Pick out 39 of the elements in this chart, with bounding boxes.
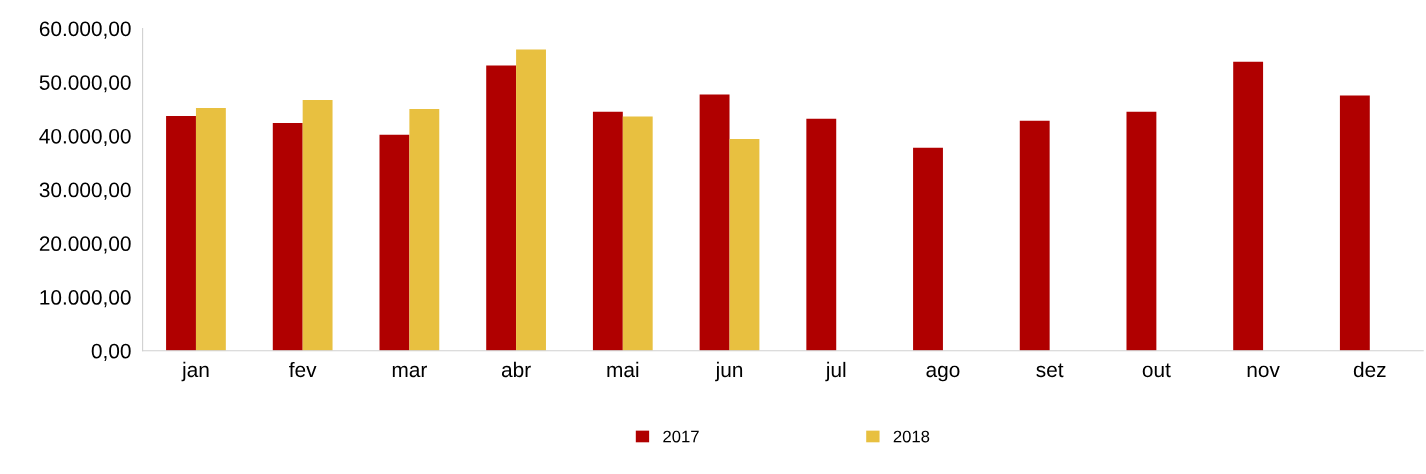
y-tick-label: 20.000,00 (39, 236, 131, 254)
x-tick-label: fev (289, 361, 317, 378)
y-tick-label: 30.000,00 (39, 182, 131, 200)
legend-label: 2017 (663, 430, 699, 443)
bar (302, 99, 333, 351)
x-tick-label: jan (181, 361, 209, 382)
x-tick-label: jul (825, 361, 846, 382)
bar (272, 122, 303, 351)
bar (486, 65, 517, 351)
x-tick-label: jun (715, 361, 743, 382)
x-tick-label: nov (1247, 365, 1280, 378)
bar (379, 134, 410, 351)
y-tick-label: 0,00 (91, 343, 131, 361)
y-tick-label: 60.000,00 (39, 21, 131, 39)
y-tick-label: 10.000,00 (40, 290, 131, 308)
bar (1233, 61, 1264, 351)
bar (729, 139, 760, 351)
x-tick-label: mar (392, 365, 427, 378)
y-tick-label: 40.000,00 (39, 128, 131, 147)
bar (622, 116, 653, 351)
bar (516, 49, 546, 351)
bar (1126, 111, 1157, 351)
bar (166, 116, 196, 351)
bar (806, 118, 837, 351)
y-tick-label: 50.000,00 (39, 75, 131, 93)
bar (1339, 95, 1370, 351)
x-tick-label: mai (607, 361, 639, 378)
bar (913, 147, 943, 351)
legend-label: 2018 (893, 430, 930, 443)
bar (699, 94, 730, 351)
x-tick-label: abr (501, 361, 531, 378)
x-tick-label: out (1142, 363, 1171, 378)
x-tick-label: dez (1353, 361, 1386, 378)
bar (1019, 120, 1050, 351)
bar (409, 109, 440, 351)
x-tick-label: set (1036, 363, 1064, 378)
bar (195, 107, 226, 351)
x-tick-label: ago (926, 365, 960, 382)
bar (592, 111, 623, 351)
